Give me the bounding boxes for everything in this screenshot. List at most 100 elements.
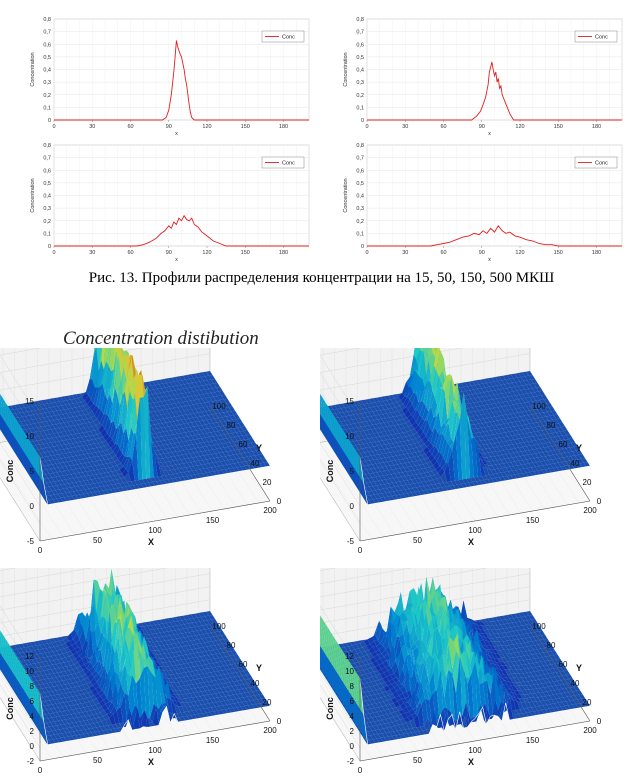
surface-patch xyxy=(164,466,171,471)
surface-patch xyxy=(336,421,344,427)
surface-patch xyxy=(57,644,65,650)
surface-patch xyxy=(154,660,161,667)
surface-patch xyxy=(175,700,182,707)
surface-patch xyxy=(541,469,548,474)
surface-patch xyxy=(102,361,109,394)
surface-patch xyxy=(93,682,100,689)
surface-patch xyxy=(368,438,375,443)
surface-patch xyxy=(511,421,518,427)
surface-patch xyxy=(182,654,189,660)
surface-patch xyxy=(82,711,89,717)
surface-patch xyxy=(514,613,521,618)
surface-patch xyxy=(350,423,358,429)
surface-patch xyxy=(229,428,236,433)
surface-patch xyxy=(554,462,561,468)
surface-patch xyxy=(352,644,359,650)
surface-patch xyxy=(494,381,501,386)
surface-patch xyxy=(125,708,132,730)
surface-patch xyxy=(120,692,127,723)
surface-patch xyxy=(20,661,27,695)
surface-patch xyxy=(225,708,232,714)
surface-patch xyxy=(442,422,449,438)
y-tick-label: 0 xyxy=(277,497,282,506)
surface-patch xyxy=(155,666,162,711)
surface-patch xyxy=(114,355,122,395)
surface-patch xyxy=(192,456,199,462)
surface-patch xyxy=(507,435,514,441)
surface-patch xyxy=(380,422,387,428)
surface-edge xyxy=(359,456,591,506)
surface-patch xyxy=(108,439,115,448)
surface-patch xyxy=(546,415,553,421)
surface-patch xyxy=(174,429,182,434)
surface-patch xyxy=(238,462,245,467)
surface-patch xyxy=(94,456,101,461)
surface-patch xyxy=(398,472,405,477)
surface-patch xyxy=(221,634,228,640)
surface-patch xyxy=(162,674,169,679)
surface-patch xyxy=(187,462,194,467)
grid-line xyxy=(322,441,384,538)
surface-patch xyxy=(197,451,204,457)
surface-patch xyxy=(168,399,176,405)
surface-patch xyxy=(85,462,92,467)
surface-patch xyxy=(44,451,51,457)
surface-patch xyxy=(191,661,198,667)
surface-patch xyxy=(240,706,247,711)
surface-patch xyxy=(139,626,146,631)
surface-patch xyxy=(83,612,90,640)
surface-patch xyxy=(72,722,79,727)
surface-patch xyxy=(498,468,505,473)
surface-patch xyxy=(186,693,193,698)
surface-patch xyxy=(168,678,175,683)
surface-patch xyxy=(512,443,519,449)
surface-patch xyxy=(369,499,376,504)
surface-patch xyxy=(188,444,195,449)
surface-patch xyxy=(100,429,108,437)
surface-patch xyxy=(58,453,65,459)
surface-patch xyxy=(194,412,201,418)
surface-patch xyxy=(211,618,218,624)
surface-patch xyxy=(444,422,451,443)
surface-patch xyxy=(351,463,358,489)
surface-patch xyxy=(484,452,491,458)
surface-patch xyxy=(400,427,407,433)
surface-patch xyxy=(116,618,123,660)
surface-patch xyxy=(73,690,81,696)
surface-patch xyxy=(212,448,220,454)
surface-patch xyxy=(90,470,97,475)
surface-patch xyxy=(195,408,202,413)
surface-patch xyxy=(152,646,159,651)
surface-patch xyxy=(99,361,107,388)
surface-patch xyxy=(418,439,425,447)
surface-patch xyxy=(196,709,203,714)
surface-patch xyxy=(77,402,84,407)
surface-patch xyxy=(194,425,201,431)
surface-patch xyxy=(92,348,99,388)
surface-patch xyxy=(400,454,407,459)
surface-patch xyxy=(160,480,167,485)
surface-patch xyxy=(572,464,579,469)
surface-patch xyxy=(32,405,39,411)
surface-patch xyxy=(530,431,537,437)
surface-patch xyxy=(509,391,516,397)
surface-patch xyxy=(403,493,410,498)
surface-patch xyxy=(211,453,218,459)
surface-patch xyxy=(14,417,21,423)
surface-patch xyxy=(445,486,452,491)
surface-patch xyxy=(376,620,383,633)
surface-patch xyxy=(56,663,63,668)
surface-patch xyxy=(550,463,557,468)
surface-patch xyxy=(180,384,187,389)
surface-patch xyxy=(3,658,11,686)
surface-patch xyxy=(239,671,247,676)
surface-patch xyxy=(230,703,237,708)
surface-patch xyxy=(0,414,6,438)
surface-patch xyxy=(536,448,543,453)
surface-patch xyxy=(366,644,373,651)
surface-patch xyxy=(334,404,341,409)
surface-patch xyxy=(199,420,206,426)
surface-patch xyxy=(89,421,96,427)
surface-patch xyxy=(101,677,109,694)
surface-patch xyxy=(97,632,104,648)
